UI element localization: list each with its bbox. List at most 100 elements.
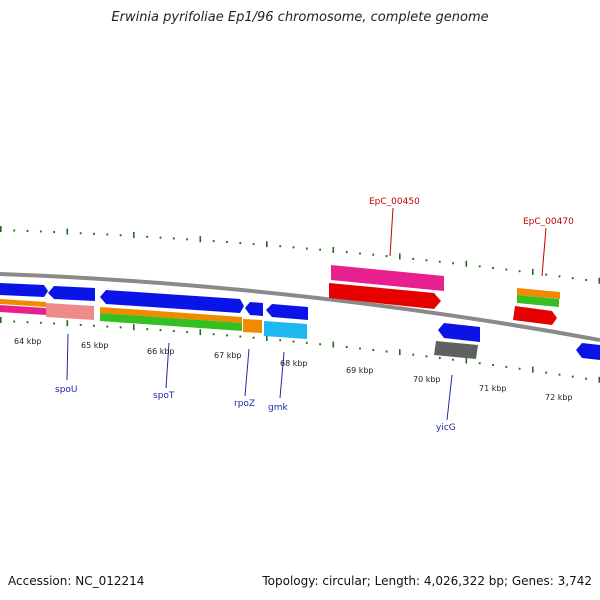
minor-tick	[239, 335, 242, 338]
feature-bar[interactable]	[100, 313, 242, 331]
gene-arrow[interactable]	[245, 302, 263, 316]
accession-text: Accession: NC_012214	[8, 574, 145, 588]
minor-tick	[79, 232, 82, 235]
feature-bar[interactable]	[264, 321, 307, 339]
feature-bar[interactable]	[517, 295, 559, 307]
kbp-labels: 64 kbp 65 kbp 66 kbp 67 kbp 68 kbp 69 kb…	[14, 337, 573, 402]
feature-bar[interactable]	[46, 303, 94, 320]
minor-tick	[412, 257, 415, 260]
minor-tick	[571, 277, 574, 280]
feature-track[interactable]	[0, 265, 600, 360]
minor-tick	[478, 265, 481, 268]
gene-label-EpC_00470[interactable]: EpC_00470	[523, 217, 574, 227]
minor-tick	[292, 340, 295, 343]
feature-bar[interactable]	[434, 341, 478, 359]
minor-tick	[545, 273, 548, 276]
minor-tick	[106, 233, 109, 236]
feature-bar[interactable]	[243, 319, 262, 333]
minor-tick	[172, 330, 175, 333]
minor-tick	[119, 234, 122, 237]
minor-tick	[93, 232, 95, 235]
minor-tick	[53, 322, 55, 325]
minor-tick	[545, 371, 548, 374]
major-tick	[465, 357, 468, 364]
kbp-label: 70 kbp	[413, 375, 441, 384]
minor-tick	[505, 268, 508, 271]
minor-tick	[558, 373, 561, 376]
major-tick	[266, 334, 268, 341]
minor-tick	[93, 324, 95, 327]
minor-tick	[425, 259, 428, 262]
gene-label-yicG[interactable]: yicG	[436, 423, 456, 433]
map-title: Erwinia pyrifoliae Ep1/96 chromosome, co…	[111, 10, 489, 25]
minor-tick	[452, 262, 454, 265]
major-tick	[465, 260, 468, 267]
rna-arrow[interactable]	[513, 306, 557, 325]
minor-tick	[159, 236, 162, 239]
rna-arrow[interactable]	[329, 283, 441, 309]
major-tick	[598, 376, 600, 383]
minor-tick	[212, 240, 215, 243]
gene-arrow[interactable]	[576, 343, 600, 360]
gene-arrow[interactable]	[100, 290, 244, 313]
major-tick	[199, 329, 202, 336]
gene-arrow[interactable]	[438, 323, 480, 342]
gene-label-spoT[interactable]: spoT	[153, 391, 175, 401]
major-tick	[332, 341, 335, 348]
minor-tick	[292, 246, 295, 249]
feature-bar[interactable]	[0, 305, 46, 315]
upper-tick-ring	[0, 226, 600, 284]
leader-lines	[66, 207, 547, 421]
feature-bar[interactable]	[0, 299, 46, 307]
gene-arrow[interactable]	[266, 304, 308, 320]
kbp-label: 64 kbp	[14, 337, 42, 346]
minor-tick	[305, 341, 308, 344]
minor-tick	[119, 326, 122, 329]
gene-arrow[interactable]	[0, 283, 48, 297]
gene-labels: spoU spoT rpoZ gmk yicG EpC_00450 EpC_00…	[55, 197, 574, 433]
gene-label-gmk[interactable]: gmk	[268, 403, 288, 413]
minor-tick	[492, 266, 494, 269]
minor-tick	[13, 229, 16, 232]
minor-tick	[79, 323, 82, 326]
feature-bar[interactable]	[331, 265, 444, 291]
minor-tick	[252, 243, 255, 246]
feature-bar[interactable]	[517, 288, 560, 299]
minor-tick	[505, 365, 508, 368]
minor-tick	[585, 377, 587, 380]
minor-tick	[385, 255, 388, 258]
major-tick	[133, 232, 135, 239]
topology-text: Topology: circular; Length: 4,026,322 bp…	[262, 574, 592, 588]
minor-tick	[558, 275, 561, 278]
minor-tick	[172, 237, 175, 240]
minor-tick	[372, 253, 375, 256]
minor-tick	[239, 242, 242, 245]
minor-tick	[372, 348, 375, 351]
minor-tick	[319, 343, 321, 346]
minor-tick	[279, 339, 282, 342]
minor-tick	[252, 336, 255, 339]
minor-tick	[492, 364, 494, 367]
minor-tick	[438, 260, 441, 263]
feature-bar[interactable]	[100, 307, 242, 323]
minor-tick	[13, 320, 16, 323]
minor-tick	[26, 229, 29, 232]
gene-label-EpC_00450[interactable]: EpC_00450	[369, 197, 420, 207]
minor-tick	[359, 347, 361, 350]
minor-tick	[345, 346, 348, 349]
kbp-label: 68 kbp	[280, 359, 308, 368]
major-tick	[0, 226, 2, 232]
minor-tick	[585, 278, 587, 281]
genome-backbone	[0, 272, 600, 342]
minor-tick	[571, 375, 574, 378]
minor-tick	[452, 358, 454, 361]
major-tick	[532, 366, 534, 373]
gene-label-rpoZ[interactable]: rpoZ	[234, 399, 255, 409]
gene-label-spoU[interactable]: spoU	[55, 385, 78, 395]
major-tick	[0, 317, 2, 323]
gene-arrow[interactable]	[48, 286, 95, 301]
minor-tick	[518, 367, 521, 370]
minor-tick	[518, 270, 521, 273]
minor-tick	[146, 328, 149, 331]
